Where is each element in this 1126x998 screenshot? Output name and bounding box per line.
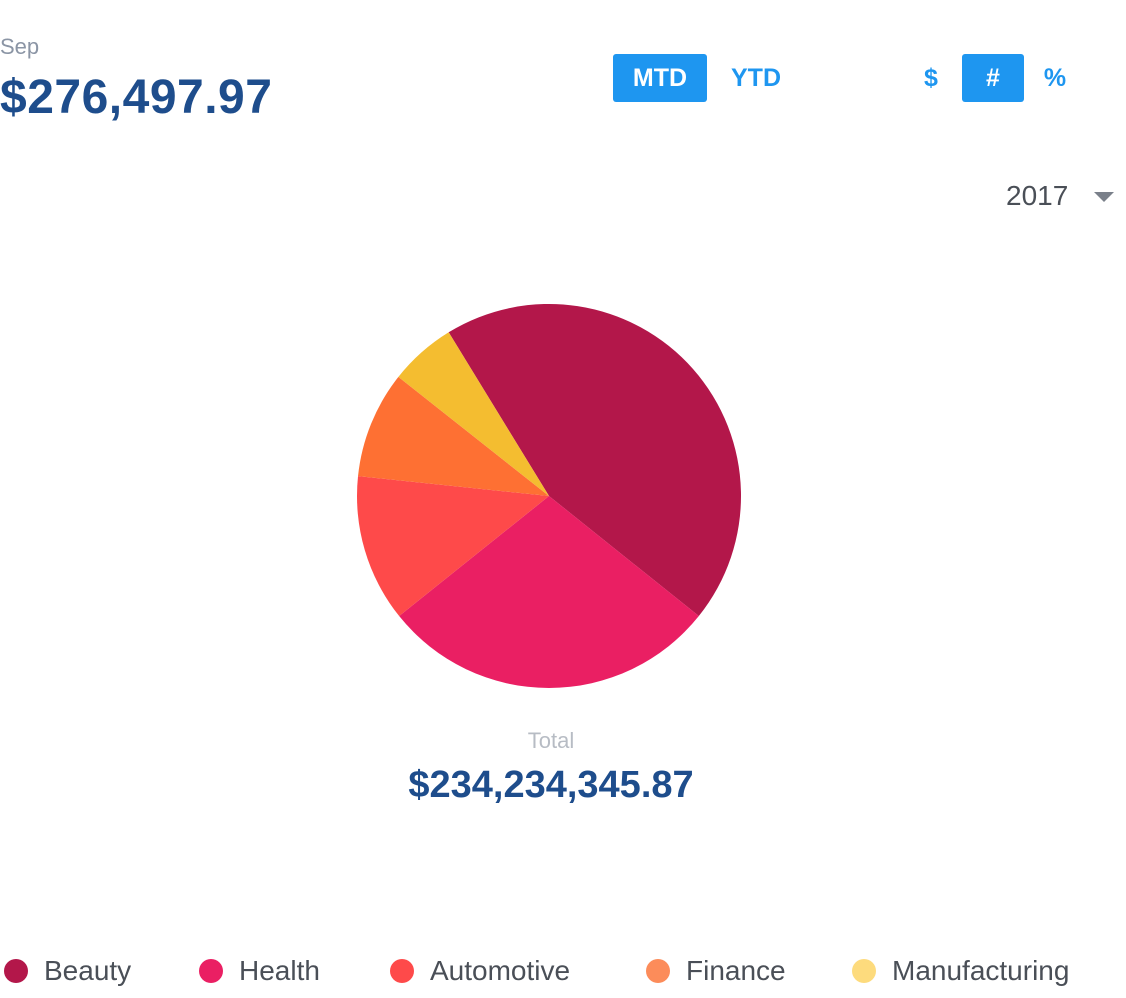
legend-dot-icon [4, 959, 28, 983]
legend-dot-icon [199, 959, 223, 983]
pie-slice-automotive[interactable] [356, 476, 549, 617]
pie-slice-finance[interactable] [358, 376, 549, 496]
legend-item-manufacturing[interactable]: Manufacturing [852, 952, 1069, 990]
legend-label: Automotive [430, 955, 571, 986]
year-value: 2017 [1006, 180, 1069, 211]
legend-label: Beauty [44, 955, 132, 986]
period-amount: $276,497.97 [0, 71, 273, 124]
mtd-button[interactable]: MTD [613, 54, 707, 102]
range-toggle: MTD YTD [613, 54, 803, 102]
pie-slice-health[interactable] [399, 496, 699, 689]
legend-dot-icon [852, 959, 876, 983]
legend-dot-icon [390, 959, 414, 983]
legend-dot-icon [646, 959, 670, 983]
legend-label: Manufacturing [892, 955, 1070, 986]
pie-chart [356, 303, 742, 689]
total-value: $234,234,345.87 [408, 764, 694, 806]
legend-item-automotive[interactable]: Automotive [390, 952, 570, 990]
year-select[interactable]: 2017 [1006, 180, 1115, 212]
period-label: Sep [0, 34, 40, 59]
legend-label: Health [239, 955, 320, 986]
total-label: Total [527, 728, 575, 753]
unit-toggle: $ # % [900, 54, 1086, 102]
dollar-unit-button[interactable]: $ [924, 63, 938, 92]
ytd-button[interactable]: YTD [731, 63, 781, 92]
percent-unit-button[interactable]: % [1043, 63, 1067, 92]
legend-item-beauty[interactable]: Beauty [4, 952, 131, 990]
legend-item-finance[interactable]: Finance [646, 952, 786, 990]
legend-label: Finance [686, 955, 786, 986]
pie-slice-beauty[interactable] [448, 303, 742, 617]
chevron-down-icon[interactable] [1094, 192, 1115, 202]
count-unit-button[interactable]: # [962, 54, 1024, 102]
pie-slice-manufacturing[interactable] [398, 332, 549, 496]
legend-item-health[interactable]: Health [199, 952, 320, 990]
